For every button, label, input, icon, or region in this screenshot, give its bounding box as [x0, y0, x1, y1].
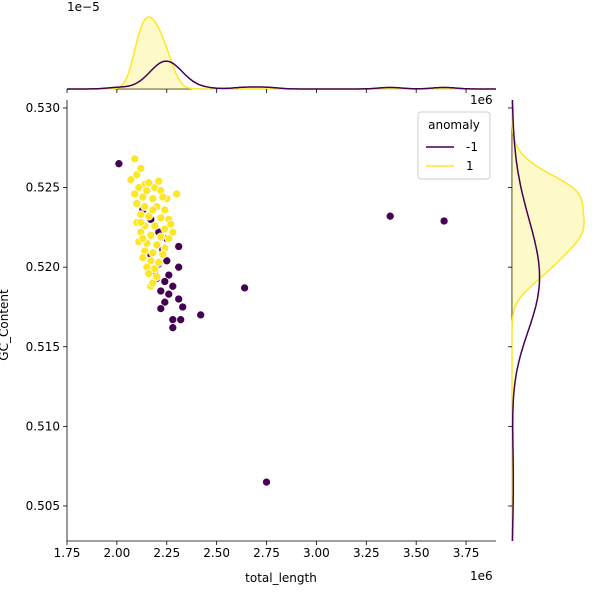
point-anomaly-1	[158, 250, 168, 259]
point-anomaly-neg1	[156, 304, 166, 313]
x-tick-label: 2.50	[203, 546, 230, 560]
point-anomaly-neg1	[174, 294, 184, 304]
point-anomaly-1	[164, 234, 174, 243]
point-anomaly-1	[130, 189, 140, 199]
top-marginal-kde	[67, 16, 496, 90]
point-anomaly-1	[168, 227, 178, 237]
point-anomaly-neg1	[156, 286, 166, 296]
point-anomaly-1	[140, 202, 150, 212]
legend-frame	[417, 111, 491, 180]
point-anomaly-neg1	[168, 323, 178, 333]
scatter-points	[114, 154, 449, 487]
point-anomaly-1	[148, 205, 158, 215]
point-anomaly-1	[160, 205, 170, 215]
point-anomaly-1	[154, 258, 164, 267]
point-anomaly-neg1	[178, 302, 188, 312]
point-anomaly-1	[156, 213, 166, 223]
point-anomaly-neg1	[262, 477, 271, 487]
point-anomaly-1	[148, 248, 158, 258]
point-anomaly-neg1	[174, 262, 184, 272]
point-anomaly-1	[136, 164, 146, 173]
legend-label-1: 1	[466, 159, 474, 173]
point-anomaly-neg1	[160, 277, 170, 286]
point-anomaly-1	[144, 269, 154, 278]
point-anomaly-neg1	[164, 270, 174, 280]
point-anomaly-neg1	[439, 216, 449, 226]
right-kde-line-1	[511, 100, 585, 541]
legend-label-neg1: -1	[466, 140, 478, 154]
point-anomaly-1	[144, 178, 154, 188]
point-anomaly-1	[166, 219, 176, 229]
y-tick-label: 0.520	[26, 260, 60, 274]
y-tick-label: 0.515	[26, 340, 60, 354]
x-tick-label: 3.25	[353, 546, 380, 560]
main-scatter-axes	[66, 100, 496, 542]
point-anomaly-1	[126, 175, 136, 184]
top-kde-fill-1	[67, 17, 496, 89]
x-axis-label: total_length	[245, 571, 317, 585]
legend-title: anomaly	[428, 118, 480, 132]
top-kde-line-neg1	[67, 60, 496, 90]
point-anomaly-1	[136, 210, 146, 219]
point-anomaly-neg1	[164, 289, 174, 299]
point-anomaly-1	[136, 218, 146, 227]
point-anomaly-neg1	[168, 281, 178, 291]
x-tick-label: 1.75	[54, 546, 81, 560]
point-anomaly-1	[138, 234, 148, 243]
y-axis-label: GC_Content	[0, 289, 11, 361]
right-kde-fill-1	[512, 100, 584, 541]
point-anomaly-1	[132, 170, 142, 180]
y-tick-label: 0.505	[26, 499, 60, 513]
x-tick-label: 3.00	[303, 546, 330, 560]
x-offset-label: 1e6	[470, 569, 493, 583]
point-anomaly-neg1	[160, 297, 170, 307]
point-anomaly-1	[172, 189, 182, 199]
x-tick-label: 2.75	[253, 546, 280, 560]
point-anomaly-1	[152, 240, 162, 250]
x-tick-label: 3.75	[453, 546, 480, 560]
y-tick-label: 0.510	[26, 419, 60, 433]
point-anomaly-1	[130, 154, 140, 164]
point-anomaly-1	[134, 183, 144, 192]
point-anomaly-1	[154, 176, 164, 186]
point-anomaly-neg1	[196, 310, 206, 320]
point-anomaly-1	[150, 221, 160, 231]
point-anomaly-neg1	[174, 242, 184, 251]
legend: anomaly -1 1	[417, 111, 491, 180]
point-anomaly-1	[138, 192, 148, 202]
point-anomaly-1	[142, 186, 152, 196]
right-kde-line-neg1	[511, 100, 541, 542]
point-anomaly-1	[152, 272, 162, 282]
point-anomaly-neg1	[176, 315, 186, 325]
point-anomaly-1	[144, 211, 154, 221]
y-tick-label: 0.530	[26, 101, 60, 115]
point-anomaly-1	[158, 192, 168, 202]
axis-ticks: 1.75 2.00 2.25 2.50 2.75 3.00 3.25 3.50 3.75 0.50…	[26, 89, 512, 560]
point-anomaly-1	[148, 278, 158, 288]
point-anomaly-neg1	[385, 211, 395, 221]
x-tick-label: 3.50	[403, 546, 430, 560]
right-marginal-offset-label: 1e6	[470, 93, 493, 107]
point-anomaly-1	[132, 199, 142, 208]
point-anomaly-neg1	[240, 283, 249, 293]
point-anomaly-1	[156, 232, 166, 242]
x-tick-label: 2.25	[153, 546, 180, 560]
point-anomaly-1	[138, 253, 148, 262]
point-anomaly-1	[148, 194, 158, 204]
point-anomaly-neg1	[114, 159, 124, 169]
point-anomaly-neg1	[168, 315, 178, 325]
x-tick-label: 2.00	[104, 546, 131, 560]
y-tick-label: 0.525	[26, 181, 60, 195]
right-marginal-kde	[511, 100, 585, 542]
point-anomaly-1	[160, 224, 170, 234]
point-anomaly-1	[150, 264, 160, 274]
top-marginal-offset-label: 1e−5	[67, 0, 100, 14]
point-anomaly-1	[146, 230, 156, 240]
